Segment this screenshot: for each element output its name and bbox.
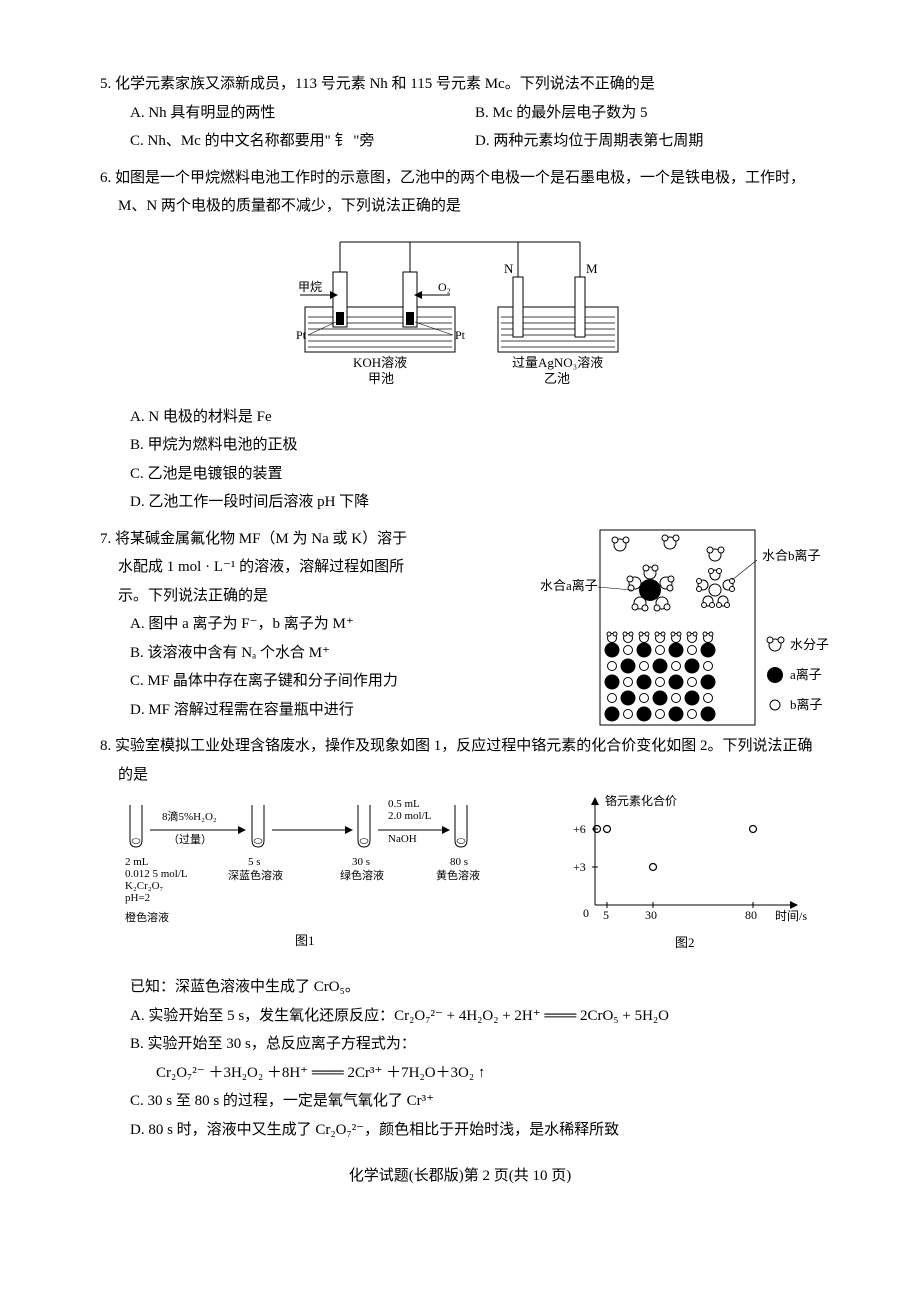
ylab: 铬元素化合价 [605,795,677,808]
q8-svg: 2 mL 0.012 5 mol/L K₂Cr₂O₇ pH=2 橙色溶液 8滴5… [120,795,820,965]
t3c: 绿色溶液 [340,868,384,882]
q7-svg: 水合a离子 水合b离子 水分子 a离子 b离子 [540,525,840,735]
q7-stem: 7. 将某碱金属氟化物 MF（M 为 Na 或 K）溶于 [100,525,518,554]
t1c: K₂Cr₂O₇ [125,880,164,892]
q7-A: A. 图中 a 离子为 F⁻，b 离子为 M⁺ [100,610,518,639]
question-8: 8. 实验室模拟工业处理含铬废水，操作及现象如图 1，反应过程中铬元素的化合价变… [100,732,820,1144]
q8-D: D. 80 s 时，溶液中又生成了 Cr₂O₇²⁻，颜色相比于开始时浅，是水稀释… [100,1116,820,1145]
q6-text: 如图是一个甲烷燃料电池工作时的示意图，乙池中的两个电极一个是石墨电极，一个是铁电… [115,170,805,215]
q5-row1: A. Nh 具有明显的两性 B. Mc 的最外层电子数为 5 [100,99,820,128]
page-footer: 化学试题(长郡版)第 2 页(共 10 页) [100,1162,820,1191]
t1a: 2 mL [125,856,149,868]
q7-hyd-a: 水合a离子 [540,578,598,593]
q6-N: N [504,261,514,276]
question-6: 6. 如图是一个甲烷燃料电池工作时的示意图，乙池中的两个电极一个是石墨电极，一个… [100,164,820,517]
q7-b: b离子 [790,697,823,712]
y3: +3 [573,860,586,874]
q7-left: 7. 将某碱金属氟化物 MF（M 为 Na 或 K）溶于 水配成 1 mol ·… [100,525,518,725]
q5-C: C. Nh、Mc 的中文名称都要用" 钅 "旁 [130,127,475,156]
q6-D: D. 乙池工作一段时间后溶液 pH 下降 [100,488,820,517]
t4c: 黄色溶液 [436,868,480,882]
q5-text: 化学元素家族又添新成员，113 号元素 Nh 和 115 号元素 Mc。下列说法… [115,76,655,92]
q6-pt2: Pt [455,328,466,342]
q5-D: D. 两种元素均位于周期表第七周期 [475,127,820,156]
q6-koh: KOH溶液 [353,355,407,370]
q7-figure: 水合a离子 水合b离子 水分子 a离子 b离子 [540,525,840,735]
x5: 5 [603,908,609,922]
r1b: （过量） [168,833,212,846]
q5-A: A. Nh 具有明显的两性 [130,99,475,128]
q6-A: A. N 电极的材料是 Fe [100,403,820,432]
q5-num: 5. [100,76,111,92]
x30: 30 [645,908,657,922]
cap1: 图1 [295,933,315,948]
t1d: pH=2 [125,892,150,904]
q7-s3: 示。下列说法正确的是 [100,582,518,611]
q5-stem: 5. 化学元素家族又添新成员，113 号元素 Nh 和 115 号元素 Mc。下… [100,70,820,99]
q8-figures: 2 mL 0.012 5 mol/L K₂Cr₂O₇ pH=2 橙色溶液 8滴5… [100,795,820,965]
q7-a: a离子 [790,667,822,682]
q6-M: M [586,261,598,276]
t2: 5 s [248,856,261,868]
question-7: 7. 将某碱金属氟化物 MF（M 为 Na 或 K）溶于 水配成 1 mol ·… [100,525,820,725]
cap2: 图2 [675,935,695,950]
q6-o2-label: O₂ [438,280,451,294]
q6-figure: 甲烷 O₂ Pt Pt KOH溶液 甲池 N M 过量AgNO₃溶液 乙池 [100,227,820,397]
q6-C: C. 乙池是电镀银的装置 [100,460,820,489]
q8-B: B. 实验开始至 30 s，总反应离子方程式为： [100,1030,820,1059]
q6-B: B. 甲烷为燃料电池的正极 [100,431,820,460]
q6-num: 6. [100,170,111,186]
q7-water: 水分子 [790,637,829,652]
r2c: NaOH [388,833,417,845]
q6-stem: 6. 如图是一个甲烷燃料电池工作时的示意图，乙池中的两个电极一个是石墨电极，一个… [100,164,820,221]
q6-pt1: Pt [296,328,307,342]
r2b: 2.0 mol/L [388,810,432,822]
q8-text: 实验室模拟工业处理含铬废水，操作及现象如图 1，反应过程中铬元素的化合价变化如图… [115,738,813,783]
xlab: 时间/s [775,909,807,923]
q7-hyd-b: 水合b离子 [762,548,821,563]
t2c: 深蓝色溶液 [228,868,283,882]
q6-diagram-svg: 甲烷 O₂ Pt Pt KOH溶液 甲池 N M 过量AgNO₃溶液 乙池 [250,227,670,397]
question-5: 5. 化学元素家族又添新成员，113 号元素 Nh 和 115 号元素 Mc。下… [100,70,820,156]
y6: +6 [573,822,586,836]
q8-stem: 8. 实验室模拟工业处理含铬废水，操作及现象如图 1，反应过程中铬元素的化合价变… [100,732,820,789]
q8-num: 8. [100,738,111,754]
q7-s2: 水配成 1 mol · L⁻¹ 的溶液，溶解过程如图所 [100,553,518,582]
t4: 80 s [450,856,468,868]
q7-C: C. MF 晶体中存在离子键和分子间作用力 [100,667,518,696]
q6-jia: 甲池 [368,371,394,386]
q6-ch4-label: 甲烷 [298,280,322,294]
q7-D: D. MF 溶解过程需在容量瓶中进行 [100,696,518,725]
q5-row2: C. Nh、Mc 的中文名称都要用" 钅 "旁 D. 两种元素均位于周期表第七周… [100,127,820,156]
r1: 8滴5%H₂O₂ [162,809,217,823]
q7-s1: 将某碱金属氟化物 MF（M 为 Na 或 K）溶于 [115,531,407,547]
y0: 0 [583,906,589,920]
t3: 30 s [352,856,370,868]
r2a: 0.5 mL [388,798,420,810]
q6-yi: 乙池 [544,371,570,386]
q8-C: C. 30 s 至 80 s 的过程，一定是氧气氧化了 Cr³⁺ [100,1087,820,1116]
t1e: 橙色溶液 [125,910,169,924]
q7-B: B. 该溶液中含有 Nₐ 个水合 M⁺ [100,639,518,668]
q6-agno3: 过量AgNO₃溶液 [512,355,603,370]
q8-A: A. 实验开始至 5 s，发生氧化还原反应：Cr₂O₇²⁻ + 4H₂O₂ + … [100,1002,820,1031]
q7-num: 7. [100,531,111,547]
q8-Bf: Cr₂O₇²⁻ ＋3H₂O₂ ＋8H⁺ ═══ 2Cr³⁺ ＋7H₂O＋3O₂ … [100,1059,820,1088]
t1b: 0.012 5 mol/L [125,868,188,880]
x80: 80 [745,908,757,922]
q8-known: 已知：深蓝色溶液中生成了 CrO₅。 [100,973,820,1002]
q5-B: B. Mc 的最外层电子数为 5 [475,99,820,128]
